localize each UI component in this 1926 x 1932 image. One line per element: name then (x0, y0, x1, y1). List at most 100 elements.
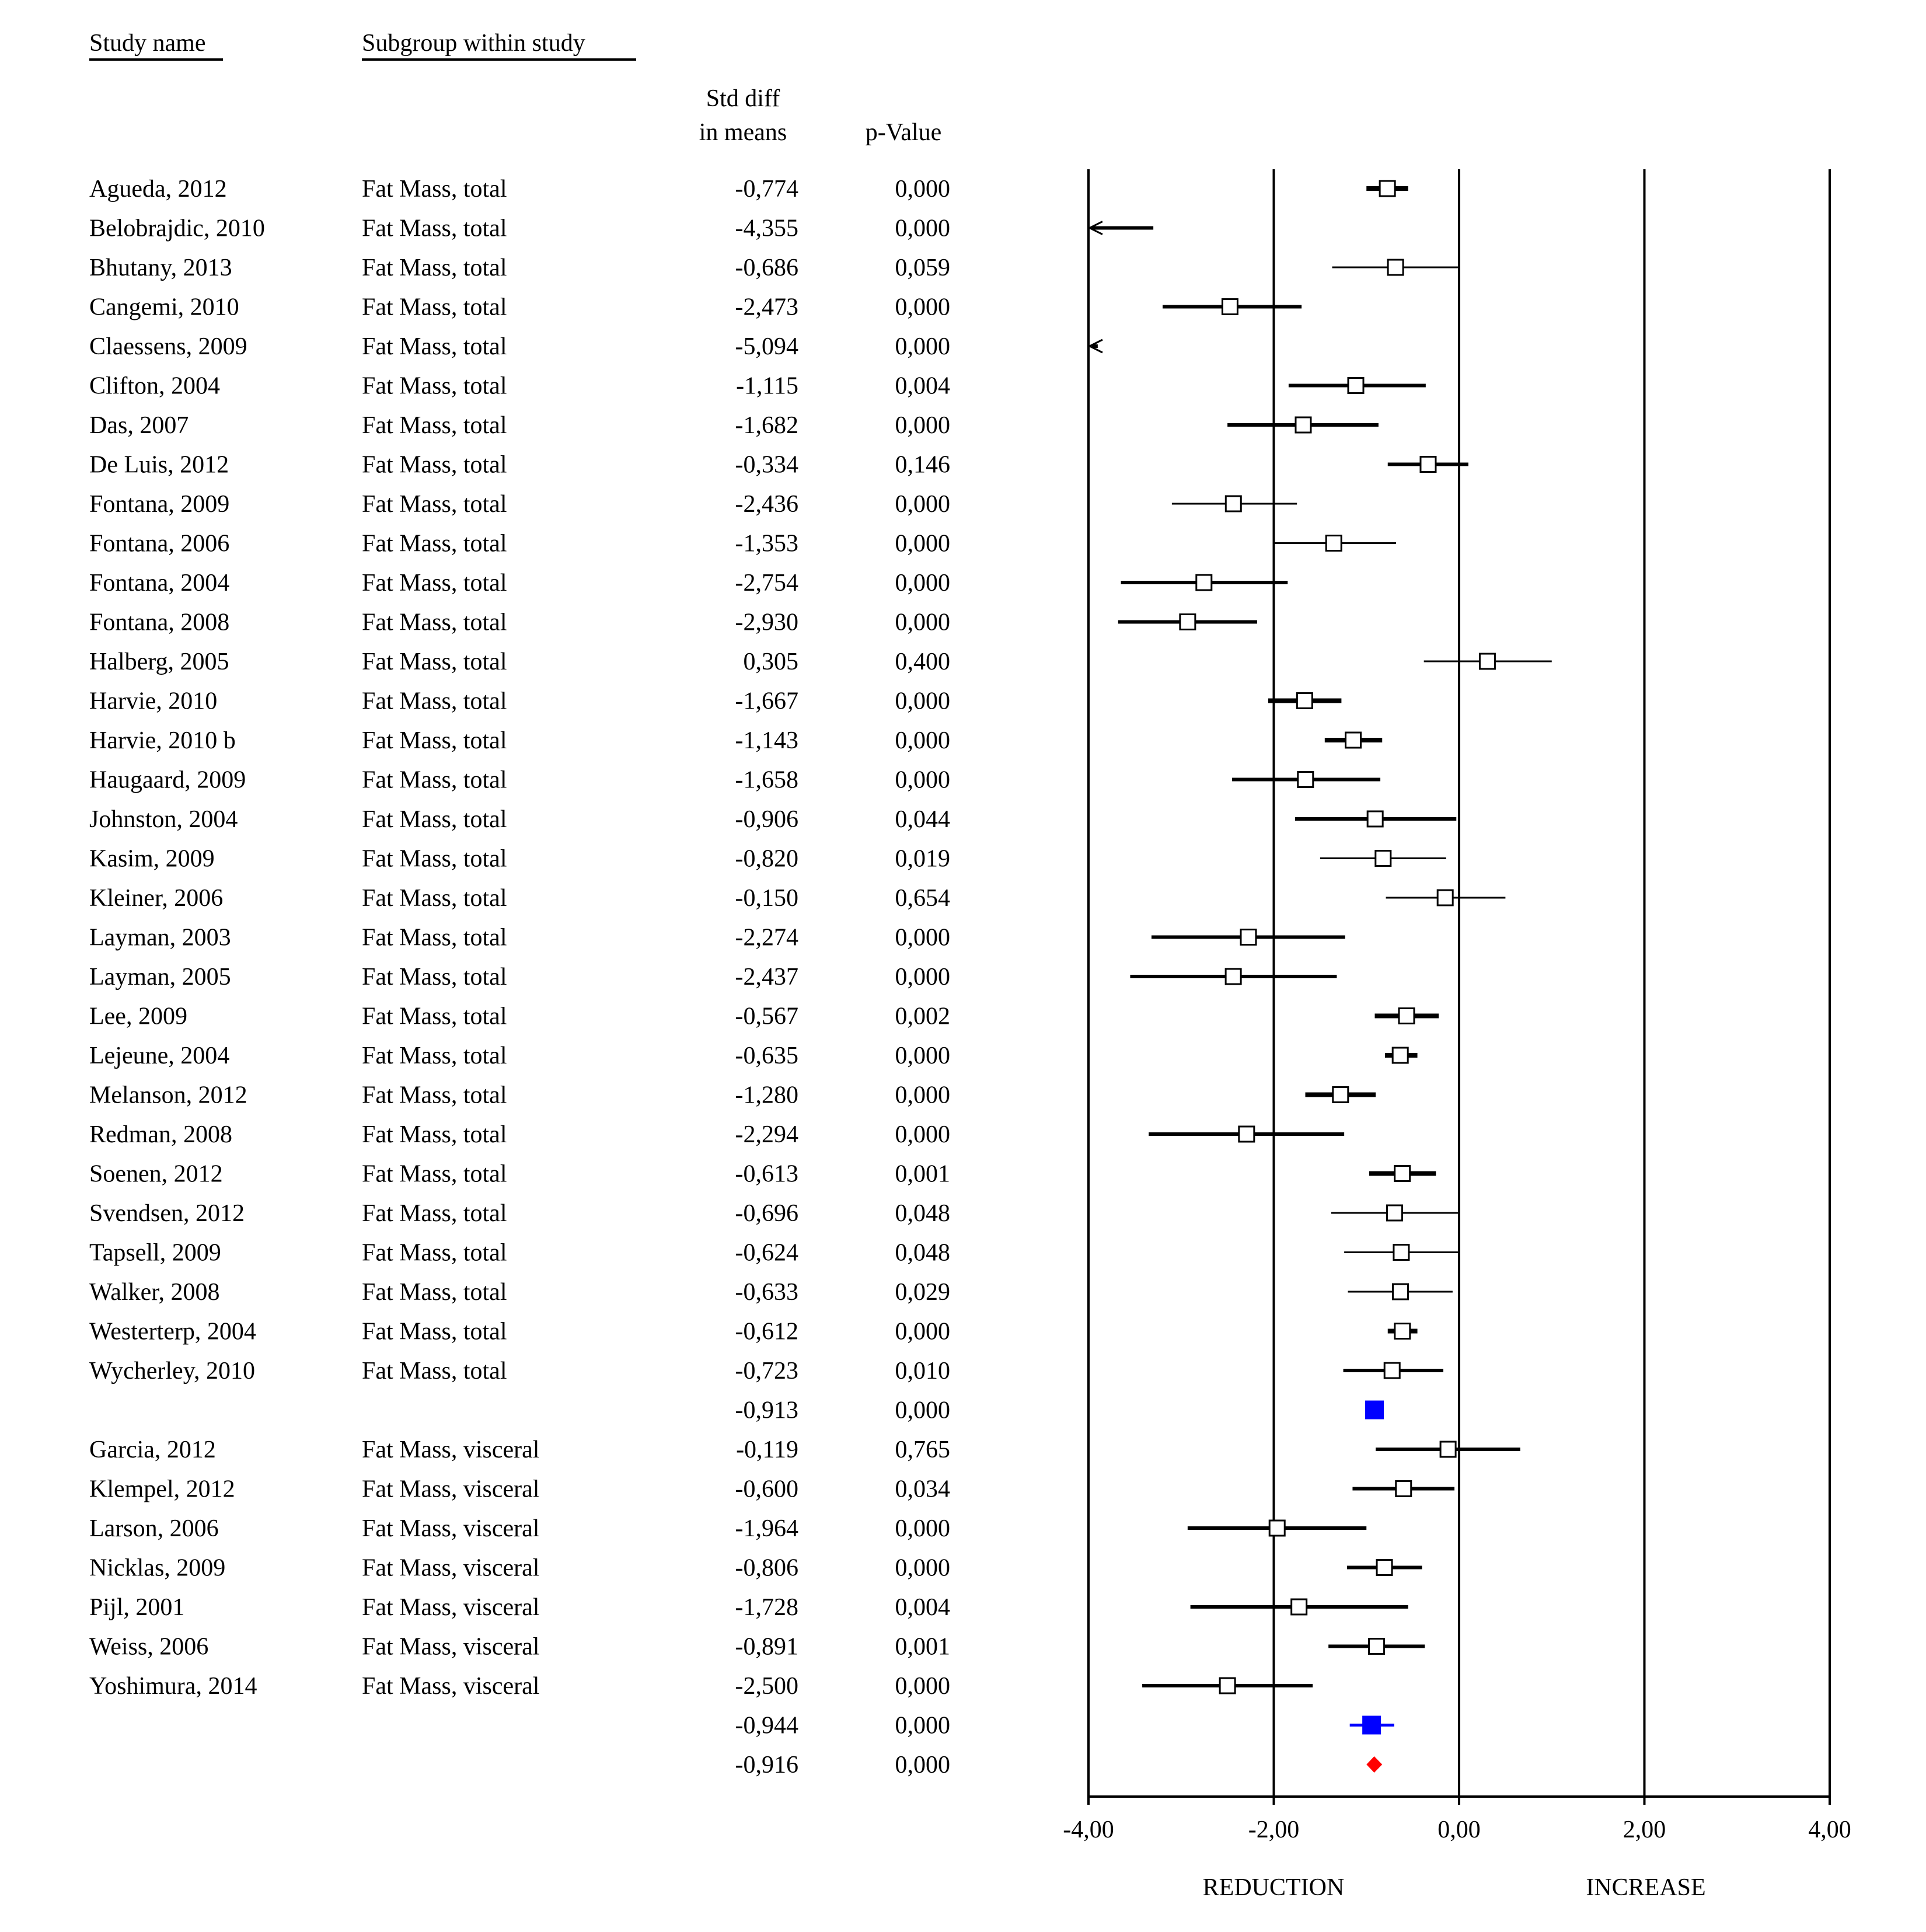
table-row: Harvie, 2010 b Fat Mass, total -1,143 0,000 (89, 727, 950, 754)
point-estimate (1224, 968, 1242, 985)
p-value: 0,000 (895, 1752, 951, 1778)
table-row: Redman, 2008 Fat Mass, total -2,294 0,000 (89, 1121, 950, 1148)
plot-area (1087, 169, 1831, 1797)
subgroup-label: Fat Mass, total (362, 1082, 507, 1109)
p-value: 0,029 (895, 1279, 951, 1306)
subgroup-label: Fat Mass, visceral (362, 1594, 539, 1621)
point-estimate (1379, 180, 1396, 197)
p-value: 0,001 (895, 1634, 951, 1661)
study-name: De Luis, 2012 (89, 452, 229, 479)
subgroup-label: Fat Mass, total (362, 648, 507, 675)
std-diff-value: -1,682 (735, 412, 799, 439)
subgroup-label: Fat Mass, total (362, 215, 507, 242)
std-diff-value: -0,635 (735, 1042, 799, 1069)
off-scale-arrow (1087, 339, 1103, 354)
std-diff-value: -0,944 (735, 1713, 799, 1739)
header-in-means: in means (699, 119, 787, 146)
header-std-diff: Std diff (706, 85, 780, 112)
std-diff-value: -0,916 (735, 1752, 799, 1778)
p-value: 0,000 (895, 412, 951, 439)
p-value: 0,044 (895, 806, 951, 833)
p-value: 0,000 (895, 1673, 951, 1700)
point-estimate (1238, 1125, 1255, 1143)
point-estimate (1387, 259, 1404, 276)
reduction-label: REDUCTION (1203, 1874, 1345, 1901)
subgroup-summary-row: -0,913 0,000 (735, 1397, 951, 1424)
table-row: Kleiner, 2006 Fat Mass, total -0,150 0,654 (89, 885, 950, 912)
p-value: 0,000 (895, 964, 951, 991)
p-value: 0,000 (895, 491, 951, 518)
table-row: Layman, 2005 Fat Mass, total -2,437 0,000 (89, 964, 950, 991)
point-estimate (1394, 1165, 1411, 1182)
p-value: 0,000 (895, 294, 951, 321)
table-row: Halberg, 2005 Fat Mass, total 0,305 0,400 (89, 648, 950, 675)
std-diff-value: -1,115 (736, 373, 798, 400)
header-study-name: Study name (89, 30, 205, 57)
point-estimate (1391, 1047, 1409, 1064)
x-tick-label: 2,00 (1623, 1816, 1666, 1843)
std-diff-value: -1,658 (735, 767, 799, 794)
study-name: Redman, 2008 (89, 1121, 232, 1148)
std-diff-value: -0,633 (735, 1279, 799, 1306)
subgroup-label: Fat Mass, visceral (362, 1436, 539, 1463)
point-estimate (1376, 1559, 1393, 1576)
p-value: 0,000 (895, 727, 951, 754)
subgroup-label: Fat Mass, total (362, 491, 507, 518)
std-diff-value: -4,355 (735, 215, 799, 242)
std-diff-value: -0,613 (735, 1161, 799, 1188)
point-estimate (1224, 495, 1242, 512)
point-estimate (1392, 1283, 1409, 1300)
point-estimate (1398, 1007, 1415, 1024)
table-row: Das, 2007 Fat Mass, total -1,682 0,000 (89, 412, 950, 439)
point-estimate (1325, 535, 1342, 552)
p-value: 0,010 (895, 1358, 951, 1385)
std-diff-value: -2,437 (735, 964, 799, 991)
study-name: Wycherley, 2010 (89, 1358, 255, 1385)
subgroup-summary-marker (1365, 1400, 1384, 1420)
table-row: Fontana, 2008 Fat Mass, total -2,930 0,000 (89, 609, 950, 636)
p-value: 0,000 (895, 215, 951, 242)
study-name: Tapsell, 2009 (89, 1240, 221, 1267)
std-diff-value: -0,119 (736, 1436, 798, 1463)
study-name: Fontana, 2006 (89, 531, 229, 557)
p-value: 0,000 (895, 767, 951, 794)
p-value: 0,048 (895, 1240, 951, 1267)
point-estimate (1419, 456, 1437, 473)
p-value: 0,000 (895, 1515, 951, 1542)
p-value: 0,000 (895, 570, 951, 597)
subgroup-label: Fat Mass, total (362, 254, 507, 281)
study-name: Garcia, 2012 (89, 1436, 216, 1463)
x-tick-label: 4,00 (1808, 1816, 1851, 1843)
std-diff-value: -0,612 (735, 1319, 799, 1345)
point-estimate (1297, 771, 1314, 788)
point-estimate (1219, 1677, 1236, 1694)
subgroup-label: Fat Mass, total (362, 1358, 507, 1385)
p-value: 0,034 (895, 1476, 951, 1503)
x-tick-label: -2,00 (1248, 1816, 1300, 1843)
study-name: Claessens, 2009 (89, 333, 247, 360)
point-estimate (1386, 1204, 1404, 1222)
subgroup-label: Fat Mass, total (362, 452, 507, 479)
subgroup-label: Fat Mass, total (362, 688, 507, 715)
study-name: Fontana, 2004 (89, 570, 229, 597)
p-value: 0,000 (895, 176, 951, 203)
study-name: Kleiner, 2006 (89, 885, 223, 912)
study-name: Harvie, 2010 (89, 688, 217, 715)
x-axis: -4,00 -2,00 0,00 2,00 4,00 (1063, 1795, 1851, 1843)
p-value: 0,000 (895, 609, 951, 636)
subgroup-label: Fat Mass, total (362, 1042, 507, 1069)
std-diff-value: -0,334 (735, 452, 799, 479)
study-name: Lee, 2009 (89, 1003, 187, 1030)
subgroup-label: Fat Mass, total (362, 609, 507, 636)
std-diff-value: -5,094 (735, 333, 799, 360)
study-name: Nicklas, 2009 (89, 1555, 225, 1582)
table-row: Soenen, 2012 Fat Mass, total -0,613 0,001 (89, 1161, 950, 1188)
std-diff-value: -0,906 (735, 806, 799, 833)
study-name: Agueda, 2012 (89, 176, 227, 203)
p-value: 0,654 (895, 885, 951, 912)
point-estimate (1439, 1441, 1457, 1458)
subgroup-label: Fat Mass, total (362, 767, 507, 794)
table-row: Lejeune, 2004 Fat Mass, total -0,635 0,000 (89, 1042, 950, 1069)
p-value: 0,000 (895, 925, 951, 951)
std-diff-value: 0,305 (744, 648, 799, 675)
